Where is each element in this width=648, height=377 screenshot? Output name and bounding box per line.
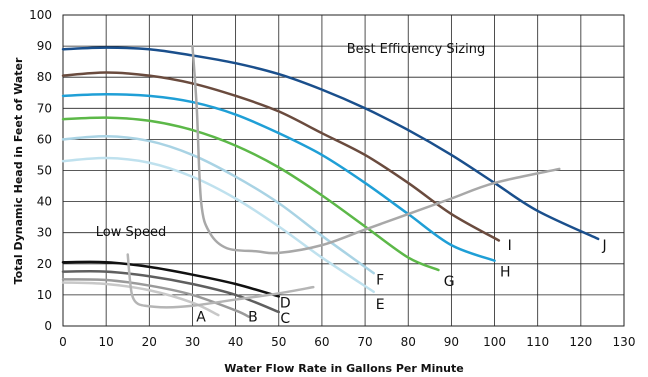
curve-label-h: H [500, 265, 511, 281]
curve-label-g: G [444, 274, 455, 290]
series-line-a [61, 281, 220, 317]
x-tick-label: 120 [569, 335, 592, 349]
curve-label-d: D [280, 296, 291, 312]
x-tick-label: 80 [401, 335, 416, 349]
series-line-e [61, 156, 375, 294]
annotation-best-efficiency: Best Efficiency Sizing [347, 42, 485, 57]
curve-label-i: I [508, 238, 512, 254]
curve-label-j: J [602, 238, 607, 254]
grid [62, 14, 625, 327]
series-line-f [61, 135, 375, 275]
curve-label-c: C [280, 311, 290, 327]
y-tick-label: 40 [37, 195, 52, 209]
annotation-low-speed: Low Speed [96, 225, 166, 240]
y-tick-label: 90 [37, 39, 52, 53]
x-axis-title: Water Flow Rate in Gallons Per Minute [224, 362, 463, 375]
y-tick-label: 60 [37, 132, 52, 146]
efficiency-line-11 [126, 253, 315, 309]
x-tick-label: 0 [59, 335, 67, 349]
x-tick-label: 40 [228, 335, 243, 349]
y-tick-label: 20 [37, 257, 52, 271]
x-tick-label: 10 [99, 335, 114, 349]
efficiency-line-10 [191, 44, 561, 255]
series-line-h [61, 93, 496, 262]
series-line-j [61, 46, 600, 241]
series-line-i [61, 71, 501, 242]
plot-frame [62, 14, 625, 327]
y-tick-label: 10 [37, 288, 52, 302]
y-tick-label: 0 [44, 319, 52, 333]
x-tick-label: 20 [142, 335, 157, 349]
series-line-g [61, 116, 440, 272]
y-axis-title: Total Dynamic Head in Feet of Water [12, 57, 25, 284]
curve-labels: A B CD EF G HI J [196, 238, 606, 327]
x-tick-label: 100 [483, 335, 506, 349]
series-line-b [61, 278, 250, 318]
y-tick-label: 80 [37, 70, 52, 84]
y-tick-label: 70 [37, 101, 52, 115]
y-tick-label: 100 [29, 8, 52, 22]
series-line-c [61, 269, 281, 314]
x-tick-label: 90 [444, 335, 459, 349]
x-tick-label: 30 [185, 335, 200, 349]
x-tick-label: 60 [314, 335, 329, 349]
x-tick-label: 70 [357, 335, 372, 349]
x-tick-labels: 0 10 20 30 40 50 60 70 80 90 100 110 120 130 [59, 335, 635, 349]
y-tick-label: 30 [37, 226, 52, 240]
x-tick-label: 130 [613, 335, 636, 349]
x-tick-label: 110 [526, 335, 549, 349]
curve-label-a: A [196, 310, 206, 326]
curve-label-f: F [376, 272, 384, 288]
x-tick-label: 50 [271, 335, 286, 349]
series-layer [61, 44, 600, 318]
curve-label-e: E [376, 297, 385, 313]
curve-label-b: B [248, 310, 258, 326]
series-line-d [61, 260, 281, 298]
y-tick-label: 50 [37, 164, 52, 178]
y-tick-labels: 0 10 20 30 40 50 60 70 80 90 100 [29, 8, 52, 333]
